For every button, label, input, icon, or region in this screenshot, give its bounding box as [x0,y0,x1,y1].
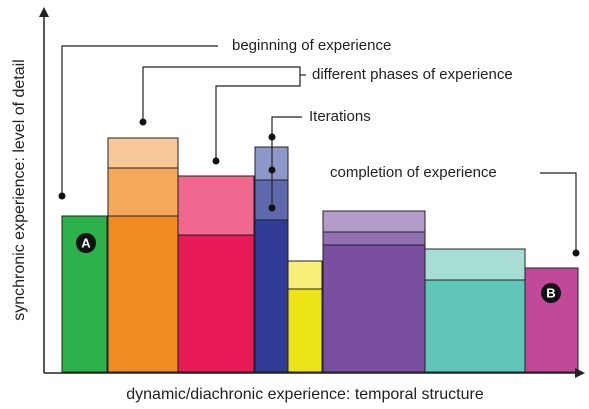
block [107,137,179,169]
block [287,288,323,373]
annotation: different phases of experience [312,66,513,83]
y-axis-label: synchronic experience: level of detail [11,59,28,320]
block [322,210,426,233]
block [424,279,526,373]
annotation: Iterations [309,108,371,125]
block [424,248,526,281]
badge-label: B [546,285,555,300]
block [107,215,179,373]
badge [541,283,561,303]
block [107,167,179,217]
badge-label: A [81,235,91,250]
x-axis-label: dynamic/diachronic experience: temporal … [126,386,484,403]
badge [76,233,96,253]
block [254,219,289,373]
block [177,234,255,373]
blocks [61,137,579,373]
block [322,231,426,246]
block [322,244,426,373]
annotation: completion of experience [330,164,497,181]
leaders [58,45,580,257]
annotation: beginning of experience [232,37,391,54]
block [287,260,323,290]
block [177,175,255,236]
